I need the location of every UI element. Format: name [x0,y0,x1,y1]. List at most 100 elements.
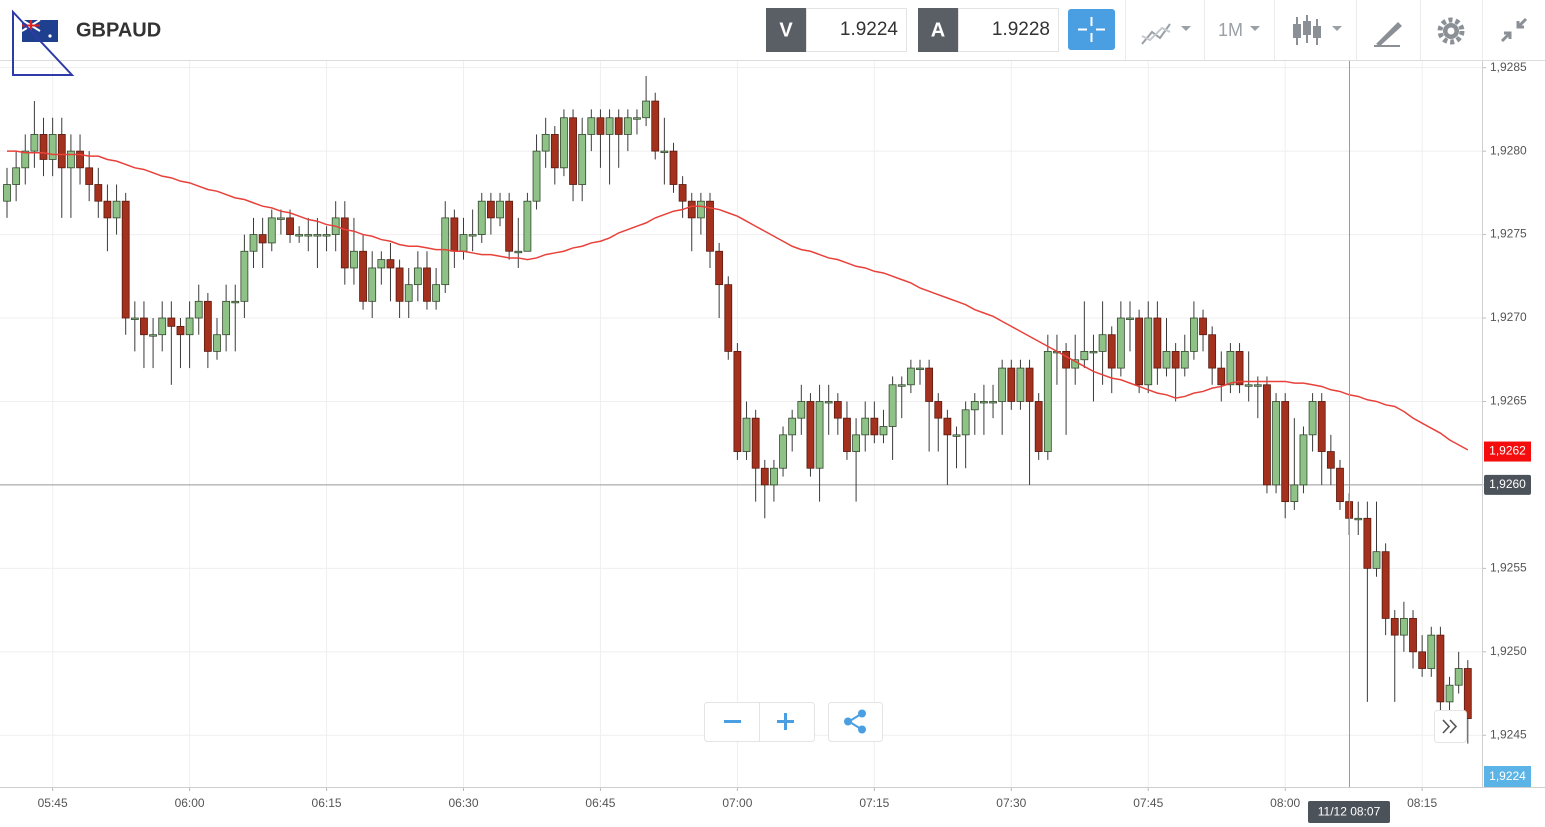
sell-button[interactable]: V 1.9224 [766,8,907,52]
candle-body [633,117,641,120]
candle-body [569,117,577,185]
candle-body [943,417,952,436]
candle-body [687,200,696,219]
x-tick-label: 08:00 [1270,796,1300,810]
candle-body [39,134,48,160]
symbol: GBPAUD [76,19,161,41]
candle-body [715,250,724,286]
chart-type-menu[interactable] [1293,15,1342,45]
candle-body [304,234,313,237]
buy-label: A [931,19,945,41]
x-tick-label: 07:30 [996,796,1026,810]
candle-body [623,117,632,135]
candle-body [21,150,30,169]
candle-body [1463,668,1472,719]
ma-tag-box [1484,441,1531,462]
candle-body [1290,484,1299,503]
crosshair-button[interactable] [1068,9,1115,50]
candle-body [130,317,139,320]
x-tick-label: 06:30 [448,796,478,810]
candle-body [57,134,66,169]
candle-body [788,417,797,436]
candle-body [1272,401,1280,486]
crosshair-time: 11/12 08:07 [1318,805,1381,819]
collapse-button[interactable] [1500,17,1528,43]
candle-body [970,401,979,411]
candle-body [669,150,678,185]
candle-body [1409,618,1417,653]
crosshair-time-box [1308,801,1390,823]
candle-body [861,417,870,436]
candle-body [395,267,404,302]
candle-body [1208,334,1217,369]
candle-body [112,200,121,219]
candle-body [779,434,787,469]
candle-body [833,401,842,419]
timeframe-menu[interactable]: 1M [1218,20,1260,40]
bid-tag-box [1484,766,1531,787]
candle-body [459,234,468,252]
buy-button[interactable]: A 1.9228 [918,8,1059,52]
zoom-out-button[interactable] [705,703,759,741]
candle-body [916,367,924,370]
crosshair-price: 1,9260 [1489,477,1526,491]
candle-body [1445,684,1454,703]
candle-body [605,117,614,135]
candle-body [925,367,934,402]
candle-body [660,150,669,154]
candle-body [1098,334,1107,352]
zoom-in-button[interactable] [760,703,814,741]
candle-body [760,467,769,486]
candle-body [167,317,176,327]
candle-body [1217,367,1226,386]
zoom-controls [704,702,815,742]
share-node [858,725,866,734]
sell-label: V [779,19,793,41]
candle-body [194,300,203,319]
candle-body [514,250,523,254]
candle-icon [1293,24,1301,38]
candle-body [12,167,21,185]
candle-body [76,150,84,169]
candle-body [614,117,623,135]
gear-hole [1447,27,1455,35]
settings-button[interactable] [1437,17,1465,45]
candle-body [313,234,322,237]
candle-body [340,217,349,269]
share-button[interactable] [828,702,883,742]
candle-body [267,217,276,244]
x-tick-label: 05:45 [38,796,68,810]
candle-body [742,417,751,452]
candle-body [1171,350,1180,369]
candle-body [706,200,714,252]
instrument-flag[interactable] [12,9,75,76]
candle-body [532,150,541,202]
candle-body [468,234,477,237]
candle-body [386,259,395,269]
candle-body [432,284,441,302]
candle-body [642,100,650,119]
candle-body [751,417,760,469]
candle-body [541,134,550,152]
dropdown-arrow [1250,26,1260,31]
indicator-menu[interactable] [1141,23,1191,45]
drawing-tools[interactable] [1374,22,1402,47]
gear-teeth [1437,17,1465,45]
candle-body [952,434,961,437]
candle-body [505,200,514,252]
candle-body [879,426,888,436]
candle-body [1308,401,1317,436]
candle-body [1162,350,1171,369]
scroll-to-end-button[interactable] [1434,710,1467,743]
candle-body [276,217,285,220]
candle-body [1199,317,1207,336]
candle-body [989,401,997,404]
candle-body [824,401,833,404]
candle-body [1007,367,1016,402]
candle-body [1281,401,1290,503]
x-tick-label: 06:15 [312,796,342,810]
candle-body [1016,367,1025,402]
candle-body [1427,634,1436,669]
